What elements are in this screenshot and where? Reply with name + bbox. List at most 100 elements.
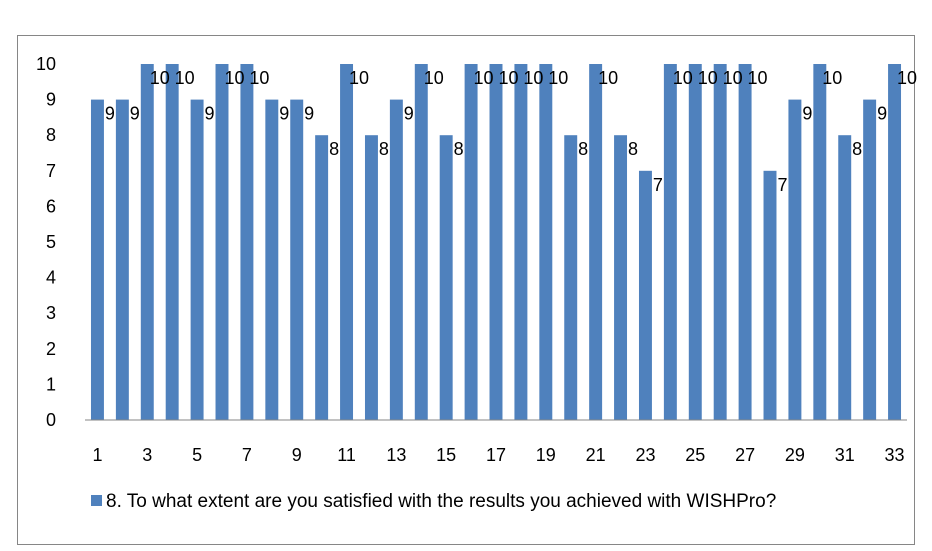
y-tick-label: 10 <box>36 54 56 74</box>
bars <box>90 64 902 420</box>
data-label: 10 <box>822 68 842 88</box>
data-label: 10 <box>548 68 568 88</box>
x-tick-label: 19 <box>536 445 556 465</box>
bar <box>315 135 329 420</box>
legend-swatch <box>91 495 102 506</box>
bar <box>190 99 204 420</box>
data-label: 10 <box>523 68 543 88</box>
y-tick-label: 2 <box>46 339 56 359</box>
data-label: 7 <box>653 175 663 195</box>
data-label: 10 <box>748 68 768 88</box>
bar <box>165 64 179 420</box>
bar <box>688 64 702 420</box>
bar <box>738 64 752 420</box>
y-tick-label: 8 <box>46 125 56 145</box>
bar <box>564 135 578 420</box>
x-tick-label: 1 <box>92 445 102 465</box>
bar <box>763 170 777 420</box>
data-label: 8 <box>578 139 588 159</box>
x-tick-label: 17 <box>486 445 506 465</box>
bar <box>389 99 403 420</box>
x-tick-label: 23 <box>635 445 655 465</box>
data-label: 10 <box>474 68 494 88</box>
data-label: 10 <box>498 68 518 88</box>
data-label: 8 <box>379 139 389 159</box>
bar <box>364 135 378 420</box>
x-axis-ticks: 1 3 5 7 9 11 13 15 17 19 21 23 25 27 29 31 33 <box>92 445 904 465</box>
y-tick-label: 5 <box>46 232 56 252</box>
x-tick-label: 25 <box>685 445 705 465</box>
bar <box>838 135 852 420</box>
x-tick-label: 7 <box>242 445 252 465</box>
data-label: 8 <box>852 139 862 159</box>
y-tick-label: 7 <box>46 161 56 181</box>
data-label: 10 <box>349 68 369 88</box>
bar <box>439 135 453 420</box>
bar <box>340 64 354 420</box>
y-tick-label: 3 <box>46 303 56 323</box>
x-tick-label: 3 <box>142 445 152 465</box>
bar <box>514 64 528 420</box>
bar <box>614 135 628 420</box>
bar <box>788 99 802 420</box>
x-tick-label: 27 <box>735 445 755 465</box>
data-label: 10 <box>224 68 244 88</box>
y-tick-label: 1 <box>46 374 56 394</box>
bar <box>888 64 902 420</box>
data-label: 9 <box>404 104 414 124</box>
bar <box>539 64 553 420</box>
data-label: 10 <box>698 68 718 88</box>
data-label: 10 <box>150 68 170 88</box>
y-axis-ticks: 0 1 2 3 4 5 6 7 8 9 10 <box>36 54 56 430</box>
data-label: 10 <box>175 68 195 88</box>
data-label: 9 <box>304 104 314 124</box>
bar <box>589 64 603 420</box>
data-label: 9 <box>877 104 887 124</box>
x-tick-label: 15 <box>436 445 456 465</box>
bar <box>414 64 428 420</box>
y-tick-label: 4 <box>46 268 56 288</box>
bar <box>713 64 727 420</box>
data-label: 8 <box>454 139 464 159</box>
data-label: 10 <box>424 68 444 88</box>
data-label: 9 <box>205 104 215 124</box>
data-label: 10 <box>897 68 917 88</box>
legend-label: 8. To what extent are you satisfied with… <box>106 491 777 512</box>
data-label: 8 <box>329 139 339 159</box>
x-tick-label: 5 <box>192 445 202 465</box>
bar <box>464 64 478 420</box>
data-label: 8 <box>628 139 638 159</box>
bar <box>863 99 877 420</box>
y-tick-label: 6 <box>46 196 56 216</box>
bar <box>265 99 279 420</box>
legend: 8. To what extent are you satisfied with… <box>91 488 891 516</box>
bar <box>115 99 129 420</box>
data-label: 7 <box>777 175 787 195</box>
data-label: 9 <box>130 104 140 124</box>
bar <box>140 64 154 420</box>
x-tick-label: 9 <box>292 445 302 465</box>
x-tick-label: 21 <box>586 445 606 465</box>
bar <box>240 64 254 420</box>
x-tick-label: 33 <box>885 445 905 465</box>
data-label: 9 <box>279 104 289 124</box>
data-label: 9 <box>802 104 812 124</box>
data-label: 10 <box>673 68 693 88</box>
data-label: 9 <box>105 104 115 124</box>
y-tick-label: 9 <box>46 90 56 110</box>
x-tick-label: 13 <box>386 445 406 465</box>
bar <box>489 64 503 420</box>
bar <box>663 64 677 420</box>
x-tick-label: 29 <box>785 445 805 465</box>
x-tick-label: 31 <box>835 445 855 465</box>
data-label: 10 <box>598 68 618 88</box>
bar <box>290 99 304 420</box>
bar <box>638 170 652 420</box>
bar <box>215 64 229 420</box>
bar <box>90 99 104 420</box>
y-tick-label: 0 <box>46 410 56 430</box>
bar <box>813 64 827 420</box>
data-label: 10 <box>249 68 269 88</box>
